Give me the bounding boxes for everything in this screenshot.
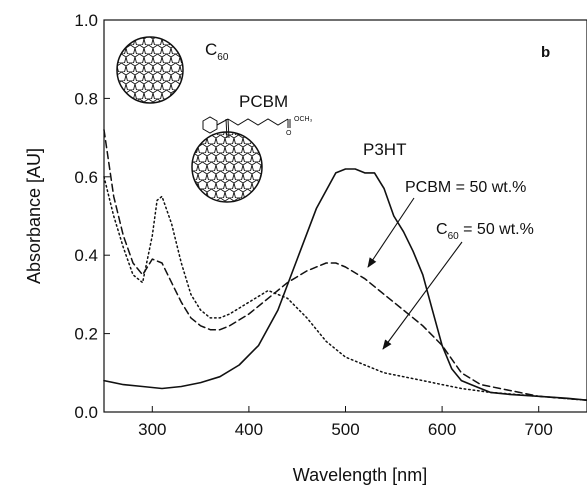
c60-molecule-label-main: C: [205, 40, 217, 59]
axis-ticks: 300 400 500 600 700 0.0 0.2 0.4 0.6 0.8 1.0: [74, 11, 553, 439]
pcbm-arrow: [367, 197, 415, 268]
c60-blend-annotation-sub: 60: [448, 231, 460, 242]
y-tick-label: 0.2: [74, 325, 98, 344]
x-tick-label: 600: [428, 420, 456, 439]
series-line-pcbm_50: [103, 129, 587, 401]
x-tick-label: 400: [235, 420, 263, 439]
y-tick-label: 0.6: [74, 168, 98, 187]
c60-molecule-label-sub: 60: [217, 52, 229, 63]
pcbm-molecule-label: PCBM: [239, 92, 288, 111]
pcbm-carbonyl-label: O: [286, 130, 292, 137]
c60-molecule-icon: [116, 36, 184, 104]
p3ht-annotation: P3HT: [363, 140, 406, 159]
series-line-c60_50: [103, 176, 587, 401]
c60-molecule-label: C60: [205, 40, 229, 63]
c60-blend-annotation-main: C: [436, 221, 448, 238]
y-axis-label: Absorbance [AU]: [24, 148, 44, 284]
c60-arrow: [382, 241, 463, 350]
y-tick-label: 1.0: [74, 11, 98, 30]
x-tick-label: 300: [138, 420, 166, 439]
y-tick-label: 0.4: [74, 246, 98, 265]
x-tick-label: 700: [525, 420, 553, 439]
pcbm-ester-label: OCH₃: [294, 116, 313, 123]
x-axis-label: Wavelength [nm]: [293, 465, 427, 485]
series-line-p3ht: [103, 168, 587, 402]
series-layer: [103, 129, 587, 402]
y-tick-label: 0.8: [74, 89, 98, 108]
panel-label: b: [541, 44, 550, 61]
pcbm-fullerene-icon: [191, 131, 263, 203]
y-tick-label: 0.0: [74, 403, 98, 422]
x-tick-label: 500: [331, 420, 359, 439]
pcbm-blend-annotation: PCBM = 50 wt.%: [405, 179, 526, 196]
c60-blend-annotation-rest: = 50 wt.%: [459, 221, 534, 238]
c60-blend-annotation: C60 = 50 wt.%: [436, 221, 534, 242]
